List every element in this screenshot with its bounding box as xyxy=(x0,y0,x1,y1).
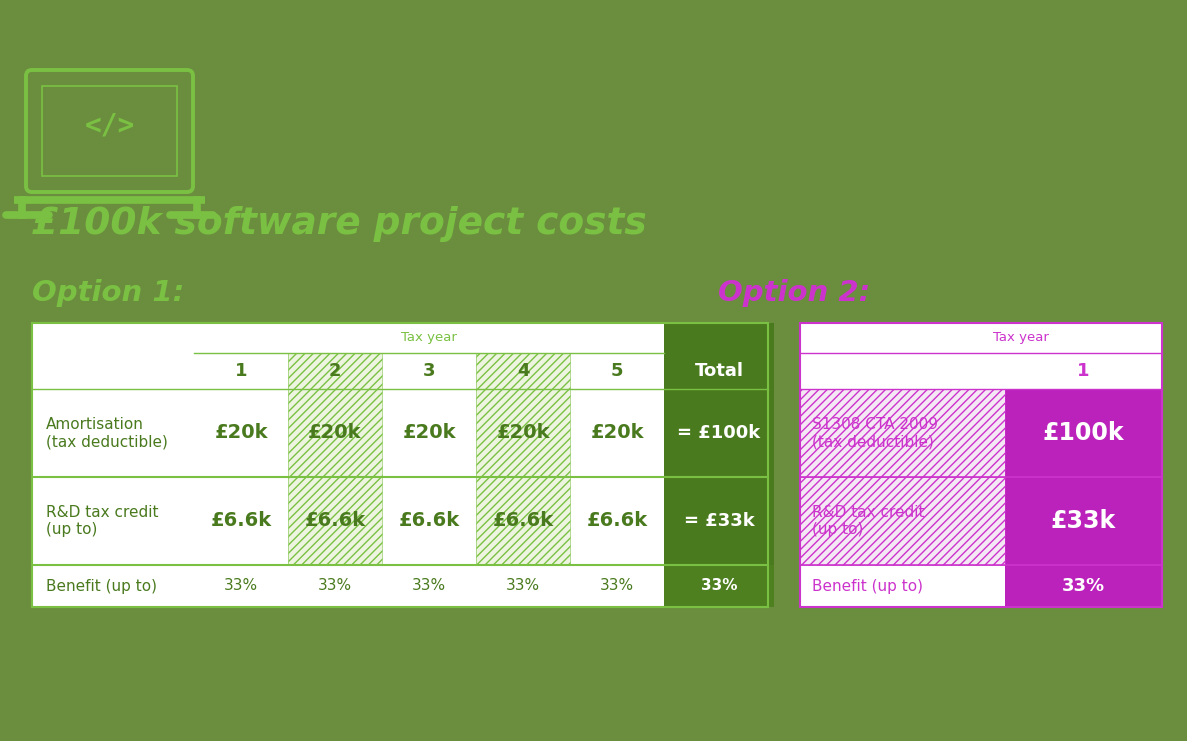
Bar xyxy=(288,565,382,607)
Text: = £100k: = £100k xyxy=(678,424,761,442)
Bar xyxy=(382,565,476,607)
Text: £33k: £33k xyxy=(1050,509,1116,533)
Bar xyxy=(664,389,774,477)
Text: 33%: 33% xyxy=(599,579,634,594)
Bar xyxy=(32,477,193,565)
Bar xyxy=(476,353,570,389)
Bar xyxy=(382,477,476,565)
Bar xyxy=(664,323,774,353)
Text: £100k: £100k xyxy=(1042,421,1124,445)
Bar xyxy=(664,565,774,607)
Text: £6.6k: £6.6k xyxy=(304,511,366,531)
Bar xyxy=(476,477,570,565)
Bar xyxy=(193,389,288,477)
Bar xyxy=(800,323,1162,607)
Text: 1: 1 xyxy=(1078,362,1090,380)
Text: </>: </> xyxy=(84,112,134,140)
Bar xyxy=(476,565,570,607)
Bar xyxy=(476,389,570,477)
Bar xyxy=(32,353,193,389)
Bar xyxy=(1005,477,1162,565)
Bar xyxy=(664,477,774,565)
Text: £20k: £20k xyxy=(214,424,268,442)
Bar xyxy=(193,565,288,607)
Bar xyxy=(1005,565,1162,607)
Bar xyxy=(288,389,382,477)
Bar xyxy=(1005,389,1162,477)
Text: R&D tax credit
(up to): R&D tax credit (up to) xyxy=(46,505,159,537)
Bar xyxy=(800,389,1005,477)
Bar xyxy=(476,477,570,565)
Text: R&D tax credit
(up to): R&D tax credit (up to) xyxy=(812,505,925,537)
Text: Option 1:: Option 1: xyxy=(32,279,184,307)
Bar xyxy=(288,389,382,477)
Text: = £33k: = £33k xyxy=(684,512,755,530)
Text: Benefit (up to): Benefit (up to) xyxy=(812,579,923,594)
Text: 1: 1 xyxy=(235,362,247,380)
Bar xyxy=(570,389,664,477)
Bar xyxy=(288,353,382,389)
Text: £6.6k: £6.6k xyxy=(210,511,272,531)
Bar xyxy=(800,323,1162,607)
Bar xyxy=(382,389,476,477)
Bar xyxy=(476,353,570,389)
Bar xyxy=(800,565,1005,607)
Text: 33%: 33% xyxy=(412,579,446,594)
Text: £20k: £20k xyxy=(309,424,362,442)
Text: Benefit (up to): Benefit (up to) xyxy=(46,579,157,594)
Bar xyxy=(193,353,288,389)
Bar xyxy=(193,323,664,353)
Bar xyxy=(288,353,382,389)
Text: £6.6k: £6.6k xyxy=(586,511,648,531)
Text: £6.6k: £6.6k xyxy=(493,511,553,531)
Bar xyxy=(800,323,1162,353)
Text: Tax year: Tax year xyxy=(401,331,457,345)
Text: 2: 2 xyxy=(329,362,341,380)
Bar xyxy=(800,389,1005,477)
Bar xyxy=(32,565,193,607)
Bar xyxy=(288,477,382,565)
Text: Total: Total xyxy=(694,362,743,380)
Bar xyxy=(570,477,664,565)
Bar xyxy=(800,477,1005,565)
Bar xyxy=(288,477,382,565)
Text: £6.6k: £6.6k xyxy=(399,511,459,531)
Text: £100k software project costs: £100k software project costs xyxy=(32,206,647,242)
Bar xyxy=(32,323,768,607)
Text: 33%: 33% xyxy=(318,579,353,594)
Text: Option 2:: Option 2: xyxy=(718,279,870,307)
Text: 33%: 33% xyxy=(506,579,540,594)
Text: Amortisation
(tax deductible): Amortisation (tax deductible) xyxy=(46,416,167,449)
Bar xyxy=(32,389,193,477)
Bar xyxy=(800,353,1005,389)
Bar xyxy=(32,323,768,607)
Bar xyxy=(32,323,193,353)
Text: 33%: 33% xyxy=(224,579,258,594)
Text: £20k: £20k xyxy=(402,424,456,442)
Bar xyxy=(664,353,774,389)
Bar xyxy=(570,353,664,389)
Text: S1308 CTA 2009
(tax deductible): S1308 CTA 2009 (tax deductible) xyxy=(812,416,938,449)
Text: 5: 5 xyxy=(611,362,623,380)
Text: 33%: 33% xyxy=(700,579,737,594)
Text: £20k: £20k xyxy=(590,424,643,442)
Bar xyxy=(800,477,1005,565)
Text: 3: 3 xyxy=(423,362,436,380)
Bar xyxy=(193,477,288,565)
Text: £20k: £20k xyxy=(496,424,550,442)
Bar xyxy=(1005,353,1162,389)
Text: 4: 4 xyxy=(516,362,529,380)
Text: 33%: 33% xyxy=(1062,577,1105,595)
Bar xyxy=(382,353,476,389)
Bar xyxy=(570,565,664,607)
Bar xyxy=(476,389,570,477)
Text: Tax year: Tax year xyxy=(994,331,1049,345)
